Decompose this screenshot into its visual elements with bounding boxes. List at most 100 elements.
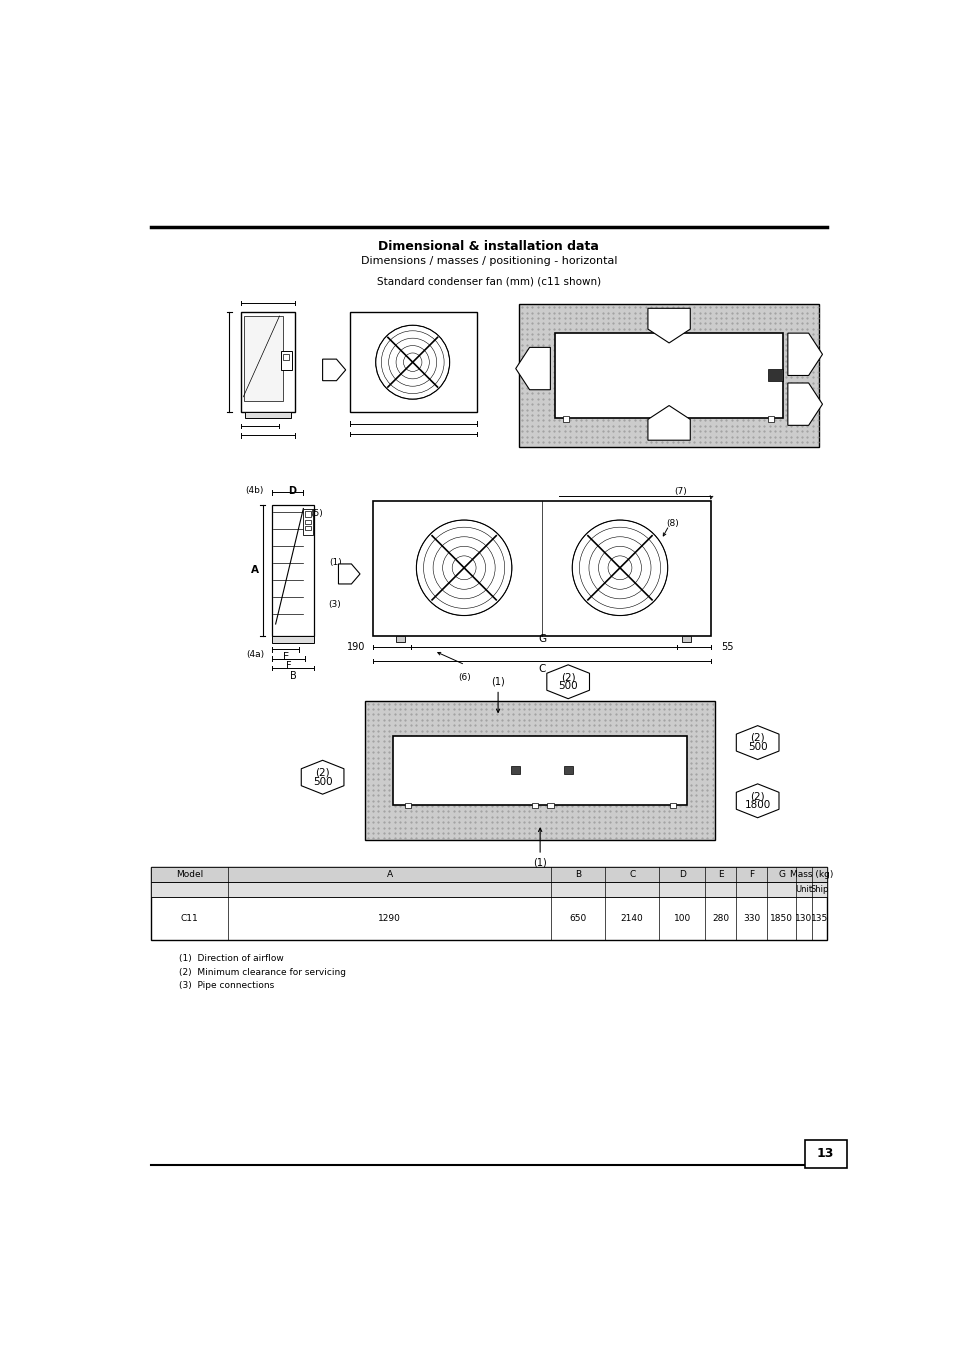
Bar bbox=[547, 803, 553, 809]
Text: (2)  Minimum clearance for servicing: (2) Minimum clearance for servicing bbox=[179, 968, 346, 976]
Bar bbox=[241, 312, 294, 412]
Bar bbox=[305, 526, 311, 531]
Text: B: B bbox=[575, 869, 580, 879]
Polygon shape bbox=[647, 308, 690, 343]
Text: (1)  Direction of airflow: (1) Direction of airflow bbox=[179, 954, 284, 964]
Polygon shape bbox=[546, 664, 589, 699]
Text: Standard condenser fan (mm) (c11 shown): Standard condenser fan (mm) (c11 shown) bbox=[376, 277, 600, 286]
Text: B: B bbox=[290, 671, 296, 680]
Polygon shape bbox=[787, 383, 821, 425]
Text: Unit: Unit bbox=[795, 886, 812, 894]
Bar bbox=[532, 803, 537, 809]
Bar bbox=[767, 369, 782, 382]
Text: 135: 135 bbox=[810, 914, 827, 922]
Text: E: E bbox=[717, 869, 722, 879]
Bar bbox=[151, 867, 826, 882]
Bar bbox=[305, 520, 311, 524]
Text: 330: 330 bbox=[742, 914, 760, 922]
Text: (1): (1) bbox=[533, 857, 546, 868]
Bar bbox=[395, 636, 405, 641]
Text: 100: 100 bbox=[673, 914, 690, 922]
Text: 280: 280 bbox=[711, 914, 728, 922]
Bar bbox=[272, 636, 314, 643]
Text: (1): (1) bbox=[329, 558, 342, 567]
Polygon shape bbox=[338, 564, 359, 585]
Circle shape bbox=[416, 520, 512, 616]
Text: A: A bbox=[386, 869, 393, 879]
Text: (4a): (4a) bbox=[246, 651, 264, 659]
Text: (6): (6) bbox=[458, 674, 471, 682]
Text: (2): (2) bbox=[560, 672, 575, 682]
Text: F: F bbox=[286, 662, 292, 671]
Text: 650: 650 bbox=[569, 914, 586, 922]
Bar bbox=[245, 412, 291, 418]
Text: (1): (1) bbox=[491, 676, 504, 687]
Text: (2): (2) bbox=[750, 733, 764, 743]
Bar bbox=[511, 767, 519, 774]
Bar bbox=[303, 509, 313, 536]
Bar bbox=[404, 803, 410, 809]
Bar bbox=[562, 416, 568, 423]
Text: 130: 130 bbox=[795, 914, 812, 922]
Polygon shape bbox=[301, 760, 344, 794]
Bar bbox=[518, 305, 819, 447]
Text: 1290: 1290 bbox=[377, 914, 400, 922]
Polygon shape bbox=[647, 405, 690, 440]
Polygon shape bbox=[516, 347, 550, 390]
Polygon shape bbox=[787, 333, 821, 375]
Circle shape bbox=[375, 325, 449, 400]
Text: (2): (2) bbox=[314, 768, 330, 778]
Bar bbox=[393, 736, 686, 805]
Text: (5): (5) bbox=[310, 509, 322, 518]
Bar bbox=[365, 701, 715, 840]
Text: A: A bbox=[251, 566, 258, 575]
Circle shape bbox=[572, 520, 667, 616]
Text: 1800: 1800 bbox=[743, 801, 770, 810]
Bar bbox=[349, 312, 476, 412]
Text: C: C bbox=[537, 664, 545, 674]
Text: G: G bbox=[778, 869, 784, 879]
Text: 2140: 2140 bbox=[620, 914, 643, 922]
Text: Dimensions / masses / positioning - horizontal: Dimensions / masses / positioning - hori… bbox=[360, 255, 617, 266]
Bar bbox=[151, 882, 826, 898]
Bar bbox=[803, 1139, 846, 1168]
Bar bbox=[272, 505, 314, 636]
Text: D: D bbox=[288, 486, 296, 495]
Text: (7): (7) bbox=[674, 487, 686, 495]
Bar bbox=[555, 333, 782, 418]
Bar bbox=[373, 501, 711, 636]
Text: 13: 13 bbox=[816, 1148, 833, 1160]
Bar bbox=[281, 351, 292, 370]
Bar bbox=[283, 354, 289, 360]
Text: (8): (8) bbox=[666, 520, 679, 528]
Text: (3): (3) bbox=[328, 601, 341, 609]
Polygon shape bbox=[736, 784, 779, 818]
Polygon shape bbox=[736, 726, 779, 760]
Text: 500: 500 bbox=[313, 776, 332, 787]
Text: 55: 55 bbox=[720, 643, 733, 652]
Bar bbox=[244, 316, 282, 401]
Bar bbox=[681, 636, 691, 641]
Text: C: C bbox=[628, 869, 635, 879]
Text: F: F bbox=[748, 869, 753, 879]
Bar bbox=[563, 767, 572, 774]
Text: (2): (2) bbox=[750, 791, 764, 801]
Text: 500: 500 bbox=[558, 682, 578, 691]
Text: D: D bbox=[678, 869, 685, 879]
Text: G: G bbox=[537, 634, 545, 644]
Text: Dimensional & installation data: Dimensional & installation data bbox=[378, 240, 598, 254]
Text: 190: 190 bbox=[346, 643, 365, 652]
Text: 500: 500 bbox=[747, 743, 766, 752]
Text: Ship: Ship bbox=[809, 886, 827, 894]
Bar bbox=[305, 510, 311, 517]
Bar bbox=[151, 867, 826, 940]
Bar bbox=[767, 416, 773, 423]
Text: C11: C11 bbox=[180, 914, 198, 922]
Text: Mass (kg): Mass (kg) bbox=[789, 869, 832, 879]
Text: 1850: 1850 bbox=[769, 914, 792, 922]
Polygon shape bbox=[322, 359, 345, 381]
Text: (3)  Pipe connections: (3) Pipe connections bbox=[179, 980, 274, 990]
Text: Model: Model bbox=[175, 869, 203, 879]
Text: E: E bbox=[282, 652, 289, 662]
Text: (4b): (4b) bbox=[245, 486, 263, 495]
